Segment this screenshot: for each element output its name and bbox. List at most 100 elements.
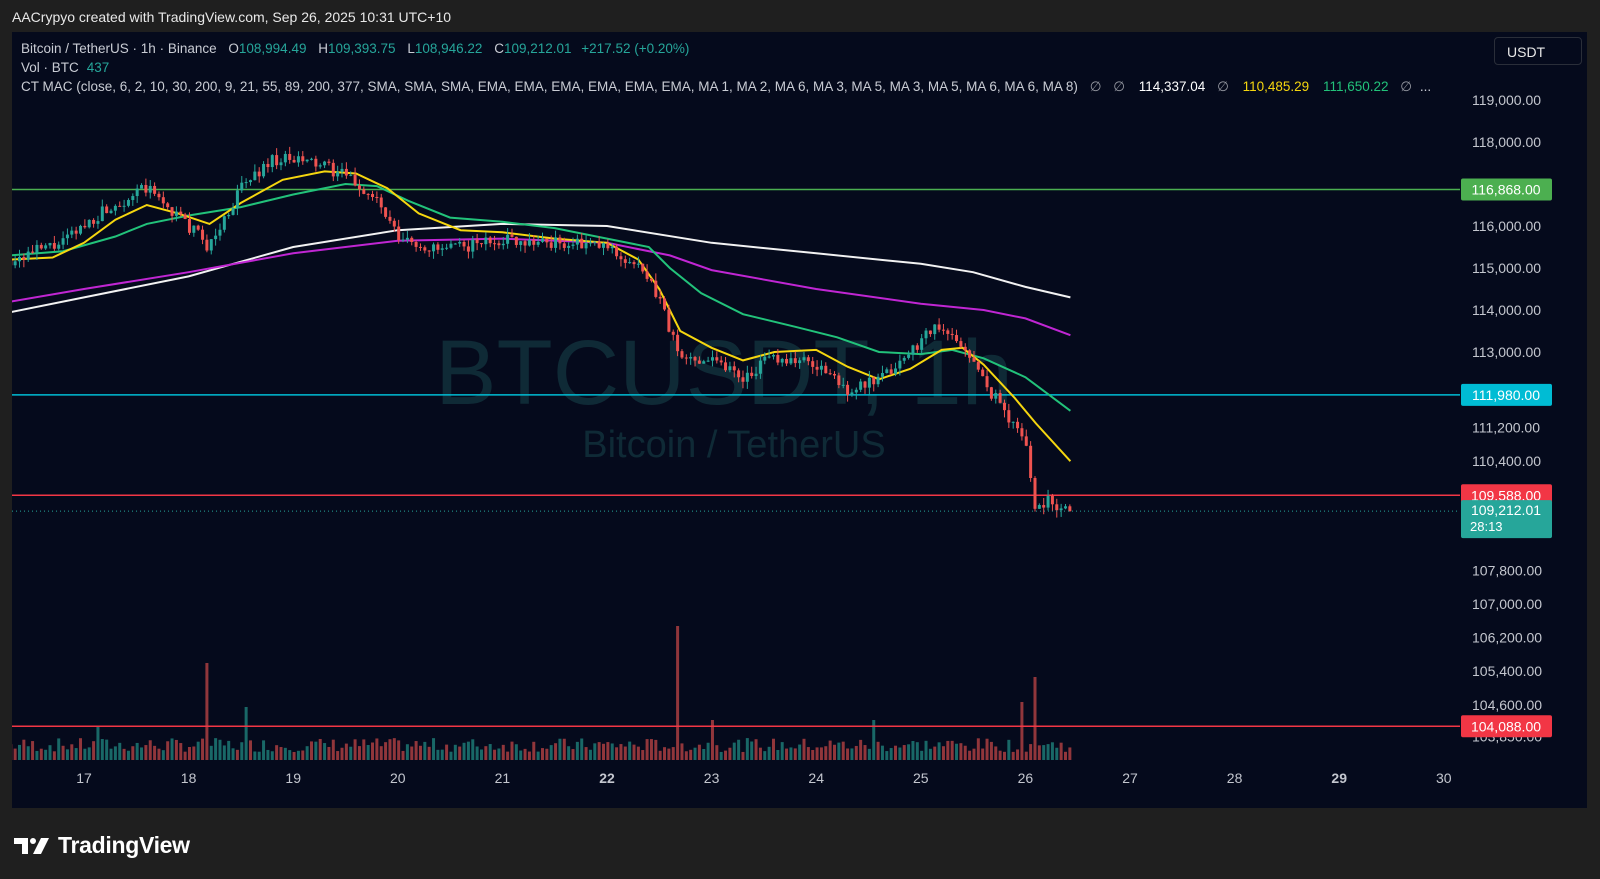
ohlc-change: +217.52 (+0.20%) xyxy=(581,41,690,56)
volume-bar xyxy=(235,749,239,760)
candle-body xyxy=(436,244,440,250)
candle-body xyxy=(17,256,21,262)
candle-body xyxy=(575,238,579,245)
volume-bar xyxy=(131,746,135,760)
volume-label[interactable]: Vol · BTC xyxy=(21,60,79,75)
candle-body xyxy=(183,214,187,220)
symbol-label[interactable]: Bitcoin / TetherUS · 1h · Binance xyxy=(21,41,217,56)
volume-bar xyxy=(1007,739,1011,760)
candle-body xyxy=(70,230,74,235)
volume-bar xyxy=(580,738,584,760)
volume-bar xyxy=(680,743,684,760)
volume-bar xyxy=(732,742,736,760)
volume-bar xyxy=(793,748,797,760)
volume-bar xyxy=(654,739,658,760)
candle-body xyxy=(567,245,571,248)
candle-body xyxy=(976,361,980,370)
candle-body xyxy=(580,238,584,249)
candle-body xyxy=(641,263,645,272)
attribution: AACrypyo created with TradingView.com, S… xyxy=(12,9,452,25)
candle-body xyxy=(1059,508,1063,511)
volume-bar xyxy=(183,751,187,760)
volume-bar xyxy=(828,740,832,760)
volume-bar xyxy=(663,747,667,760)
candle-body xyxy=(275,155,279,166)
y-tick-label: 118,000.00 xyxy=(1472,134,1541,150)
candle-body xyxy=(889,369,893,374)
candle-body xyxy=(994,393,998,399)
candle-body xyxy=(57,244,61,249)
volume-bar xyxy=(388,739,392,760)
volume-bar xyxy=(432,738,436,760)
volume-bar xyxy=(39,748,43,760)
candle-body xyxy=(955,335,959,342)
volume-bar xyxy=(715,745,719,760)
candle-body xyxy=(118,205,122,207)
candle-body xyxy=(305,159,309,162)
candle-body xyxy=(375,196,379,198)
volume-bar xyxy=(118,742,122,760)
volume-bar xyxy=(65,749,69,760)
volume-bar xyxy=(244,707,248,760)
candle-body xyxy=(850,392,854,395)
candle-body xyxy=(972,357,976,362)
currency-button[interactable]: USDT xyxy=(1494,37,1582,65)
candle-body xyxy=(514,236,518,245)
y-tick-label: 111,200.00 xyxy=(1472,420,1540,436)
volume-bar xyxy=(924,740,928,760)
volume-bar xyxy=(331,739,335,760)
volume-bar xyxy=(776,749,780,760)
chart-frame[interactable]: BTCUSDT, 1h Bitcoin / TetherUS 119,000.00 1… xyxy=(12,32,1587,808)
volume-bar xyxy=(253,751,257,760)
candle-body xyxy=(933,324,937,335)
volume-bar xyxy=(584,747,588,760)
candle-body xyxy=(737,370,741,378)
volume-bar xyxy=(140,747,144,760)
candle-body xyxy=(671,331,675,335)
volume-bar xyxy=(519,750,523,760)
volume-bar xyxy=(497,748,501,760)
candle-body xyxy=(453,243,457,245)
volume-bar xyxy=(841,741,845,760)
tradingview-logo[interactable]: TradingView xyxy=(14,832,190,859)
candle-body xyxy=(924,330,928,339)
volume-bar xyxy=(371,742,375,760)
candle-body xyxy=(1016,421,1020,429)
candle-body xyxy=(126,200,130,206)
candle-body xyxy=(867,377,871,388)
volume-bar xyxy=(667,748,671,760)
y-tick-label: 106,200.00 xyxy=(1472,630,1542,646)
volume-bar xyxy=(266,749,270,760)
indicator-label[interactable]: CT MAC (close, 6, 2, 10, 30, 200, 9, 21,… xyxy=(21,79,1078,94)
candle-body xyxy=(606,243,610,249)
na-symbol-1: ∅ xyxy=(1089,79,1102,94)
candle-body xyxy=(174,211,178,216)
candle-body xyxy=(540,238,544,242)
volume-bar xyxy=(1033,677,1037,760)
level-price-tag-0 xyxy=(1461,178,1552,201)
volume-bar xyxy=(13,748,17,760)
volume-bar xyxy=(976,738,980,760)
volume-bar xyxy=(445,744,449,760)
volume-bar xyxy=(418,745,422,760)
candle-body xyxy=(710,357,714,361)
candle-body xyxy=(828,373,832,375)
candle-body xyxy=(458,241,462,244)
last-price-tag xyxy=(1461,500,1552,539)
volume-bar xyxy=(532,741,536,760)
y-tick-label: 107,000.00 xyxy=(1472,596,1542,612)
volume-bar xyxy=(283,747,287,760)
legend-ellipsis[interactable]: ... xyxy=(1419,79,1432,94)
candle-body xyxy=(649,278,653,281)
candle-body xyxy=(724,362,728,371)
volume-bar xyxy=(697,744,701,760)
volume-bar xyxy=(702,748,706,760)
candle-body xyxy=(911,345,915,355)
candle-body xyxy=(48,243,52,246)
candle-body xyxy=(231,208,235,215)
candle-body xyxy=(676,334,680,352)
y-tick-label: 113,000.00 xyxy=(1472,344,1541,360)
candle-body xyxy=(1024,436,1028,446)
candle-body xyxy=(96,221,100,224)
